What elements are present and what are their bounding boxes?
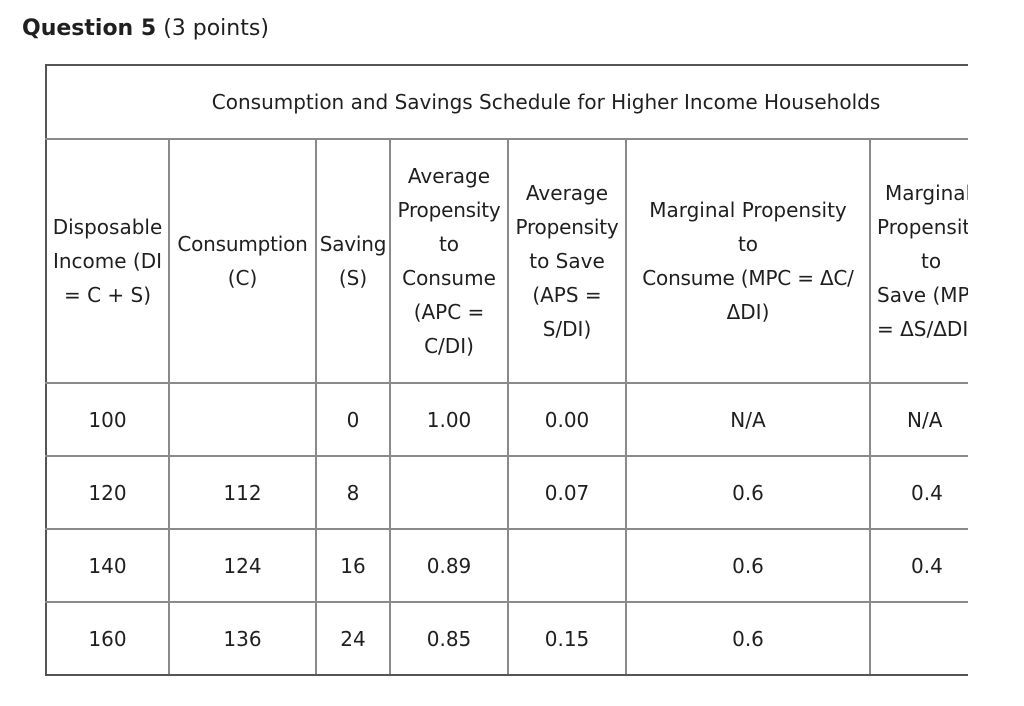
cell-apc: 0.89 — [389, 528, 509, 603]
cell-mpc: 0.6 — [625, 601, 871, 676]
cell-aps: 0.15 — [507, 601, 627, 676]
cell-consumption: 124 — [168, 528, 317, 603]
cell-consumption: 136 — [168, 601, 317, 676]
header-aps: Average Propensity to Save (APS = S/DI) — [507, 138, 627, 384]
cell-apc: 1.00 — [389, 382, 509, 457]
cell-apc — [389, 455, 509, 530]
table-header-row: Disposable Income (DI = C + S) Consumpti… — [45, 138, 968, 384]
header-consumption: Consumption (C) — [168, 138, 317, 384]
cell-mps: 0.4 — [868, 455, 968, 530]
cell-mpc: 0.6 — [625, 528, 871, 603]
cell-consumption: 112 — [168, 455, 317, 530]
cell-aps: 0.00 — [507, 382, 627, 457]
schedule-table: Consumption and Savings Schedule for Hig… — [45, 64, 968, 676]
question-title: Question 5 — [22, 16, 157, 41]
header-mps: Marginal Propensity to Save (MPS = ΔS/ΔD… — [868, 138, 968, 384]
cell-mps — [868, 601, 968, 676]
cell-di: 160 — [45, 601, 170, 676]
cell-di: 140 — [45, 528, 170, 603]
table-row: 120 112 8 0.07 0.6 0.4 — [45, 455, 968, 530]
header-saving: Saving (S) — [315, 138, 391, 384]
cell-mpc: N/A — [625, 382, 871, 457]
table-row: 140 124 16 0.89 0.6 0.4 — [45, 528, 968, 603]
header-mpc: Marginal Propensity to Consume (MPC = ΔC… — [625, 138, 871, 384]
cell-consumption — [168, 382, 317, 457]
cell-saving: 8 — [315, 455, 391, 530]
table-caption: Consumption and Savings Schedule for Hig… — [45, 64, 968, 140]
question-header: Question 5 (3 points) — [22, 16, 269, 41]
cell-saving: 0 — [315, 382, 391, 457]
question-points: (3 points) — [163, 16, 269, 41]
cell-apc: 0.85 — [389, 601, 509, 676]
header-disposable-income: Disposable Income (DI = C + S) — [45, 138, 170, 384]
header-apc: Average Propensity to Consume (APC = C/D… — [389, 138, 509, 384]
cell-aps: 0.07 — [507, 455, 627, 530]
cell-mps: N/A — [868, 382, 968, 457]
cell-di: 120 — [45, 455, 170, 530]
cell-saving: 24 — [315, 601, 391, 676]
table-row: 160 136 24 0.85 0.15 0.6 — [45, 601, 968, 676]
cell-mpc: 0.6 — [625, 455, 871, 530]
schedule-table-container: Consumption and Savings Schedule for Hig… — [45, 64, 968, 678]
cell-di: 100 — [45, 382, 170, 457]
cell-mps: 0.4 — [868, 528, 968, 603]
table-row: 100 0 1.00 0.00 N/A N/A — [45, 382, 968, 457]
cell-aps — [507, 528, 627, 603]
cell-saving: 16 — [315, 528, 391, 603]
